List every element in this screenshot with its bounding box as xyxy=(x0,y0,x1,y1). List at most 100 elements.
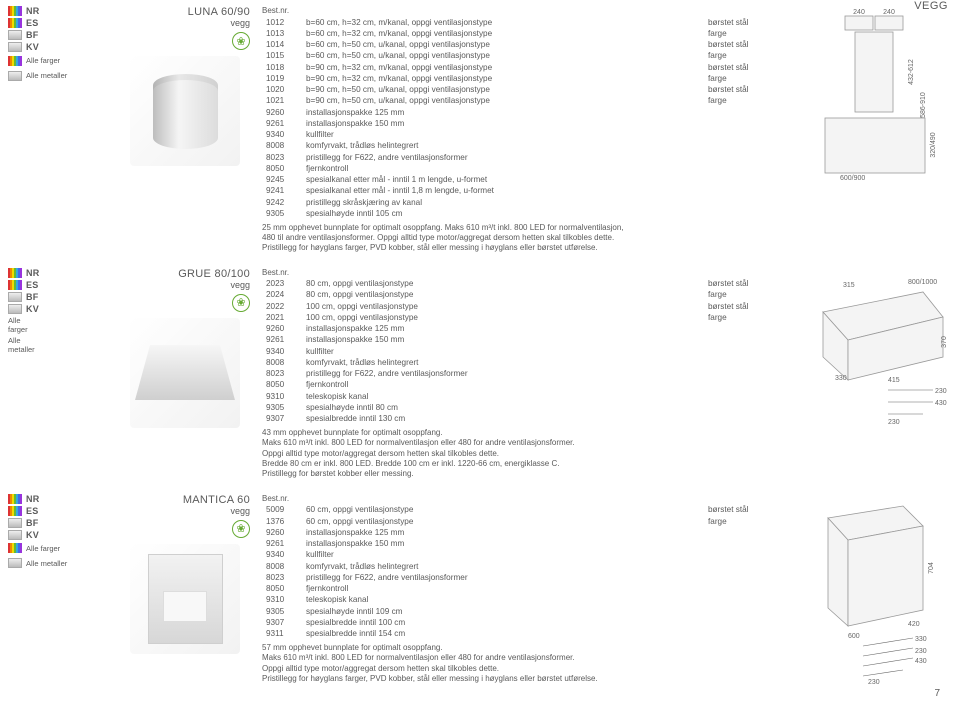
spec-row: 9260 installasjonspakke 125 mm xyxy=(262,324,784,335)
spec-row: 5009 60 cm, oppgi ventilasjonstype børst… xyxy=(262,505,784,516)
spec-code: 9261 xyxy=(262,335,302,346)
product-image-wrap xyxy=(130,56,240,166)
option-line: NR xyxy=(8,494,120,504)
spec-desc: fjernkontroll xyxy=(302,584,704,595)
svg-text:432-612: 432-612 xyxy=(908,59,915,85)
spec-finish xyxy=(704,391,784,402)
spec-desc: b=90 cm, h=50 cm, u/kanal, oppgi ventila… xyxy=(302,85,704,96)
spec-notes: 43 mm opphevet bunnplate for optimalt os… xyxy=(262,428,784,480)
product-image xyxy=(148,554,223,644)
product-image xyxy=(135,345,235,400)
spec-finish xyxy=(704,186,784,197)
spec-code: 1021 xyxy=(262,96,302,107)
product-row: NR ES BF KVAlle fargerAlle metaller MANT… xyxy=(0,494,950,685)
spec-desc: b=60 cm, h=50 cm, u/kanal, oppgi ventila… xyxy=(302,51,704,62)
spec-note: Bredde 80 cm er inkl. 800 LED. Bredde 10… xyxy=(262,459,784,469)
spec-row: 8023 pristillegg for F622, andre ventila… xyxy=(262,152,784,163)
product-title: MANTICA 60 xyxy=(120,494,250,506)
spec-code: 9261 xyxy=(262,539,302,550)
spec-code: 9340 xyxy=(262,130,302,141)
spec-finish xyxy=(704,606,784,617)
dimension-diagram: 315 800/1000 370 330 415 230 430 230 xyxy=(793,272,948,432)
spec-row: 2022 100 cm, oppgi ventilasjonstype børs… xyxy=(262,301,784,312)
spec-row: 8008 komfyrvakt, trådløs helintegrert xyxy=(262,561,784,572)
option-code: KV xyxy=(26,42,39,52)
spec-desc: installasjonspakke 125 mm xyxy=(302,107,704,118)
spec-code: 8050 xyxy=(262,163,302,174)
spec-code: 9340 xyxy=(262,346,302,357)
spec-finish: farge xyxy=(704,51,784,62)
options-column: NR ES BF KVAlle fargerAlle metaller xyxy=(0,494,120,572)
spec-finish xyxy=(704,572,784,583)
spec-finish: børstet stål xyxy=(704,301,784,312)
spec-finish xyxy=(704,163,784,174)
spec-code: 9305 xyxy=(262,402,302,413)
option-line: BF xyxy=(8,30,120,40)
spec-row: 9261 installasjonspakke 150 mm xyxy=(262,335,784,346)
spec-finish xyxy=(704,414,784,425)
spec-finish xyxy=(704,402,784,413)
spec-finish: børstet stål xyxy=(704,505,784,516)
spec-notes: 25 mm opphevet bunnplate for optimalt os… xyxy=(262,223,784,254)
product-subtitle: vegg xyxy=(120,18,250,28)
option-line: BF xyxy=(8,292,120,302)
spec-desc: spesialkanal etter mål - inntil 1,8 m le… xyxy=(302,186,704,197)
spec-finish xyxy=(704,357,784,368)
spec-row: 9307 spesialbredde inntil 100 cm xyxy=(262,617,784,628)
spec-row: 9311 spesialbredde inntil 154 cm xyxy=(262,629,784,640)
spec-row: 1012 b=60 cm, h=32 cm, m/kanal, oppgi ve… xyxy=(262,17,784,28)
spec-row: 2023 80 cm, oppgi ventilasjonstype børst… xyxy=(262,279,784,290)
diagram-column: 704 420 600 330 230 430 230 xyxy=(790,494,950,683)
svg-text:320/490: 320/490 xyxy=(930,132,937,157)
svg-text:240: 240 xyxy=(853,9,865,16)
spec-desc: spesialbredde inntil 100 cm xyxy=(302,617,704,628)
option-swatch xyxy=(8,530,22,540)
spec-code: 8023 xyxy=(262,152,302,163)
colors-swatch xyxy=(8,56,22,66)
spec-finish xyxy=(704,335,784,346)
spec-finish: farge xyxy=(704,96,784,107)
spec-finish xyxy=(704,107,784,118)
svg-text:800/1000: 800/1000 xyxy=(908,279,937,286)
spec-code: 9242 xyxy=(262,197,302,208)
svg-text:230: 230 xyxy=(915,648,927,655)
spec-finish xyxy=(704,324,784,335)
spec-desc: pristillegg skråskjæring av kanal xyxy=(302,197,704,208)
spec-desc: komfyrvakt, trådløs helintegrert xyxy=(302,357,704,368)
option-swatch xyxy=(8,304,22,314)
spec-code: 8023 xyxy=(262,369,302,380)
spec-column: Best.nr. 2023 80 cm, oppgi ventilasjonst… xyxy=(250,268,790,480)
spec-finish xyxy=(704,527,784,538)
spec-row: 1376 60 cm, oppgi ventilasjonstype farge xyxy=(262,516,784,527)
product-row: NR ES BF KVAlle fargerAlle metaller GRUE… xyxy=(0,268,950,480)
product-image-wrap xyxy=(130,544,240,654)
spec-code: 9245 xyxy=(262,175,302,186)
spec-finish xyxy=(704,130,784,141)
metal-swatch xyxy=(8,71,22,81)
diagram-column: 315 800/1000 370 330 415 230 430 230 xyxy=(790,268,950,432)
svg-text:415: 415 xyxy=(888,377,900,384)
spec-row: 9310 teleskopisk kanal xyxy=(262,595,784,606)
product-title: LUNA 60/90 xyxy=(120,6,250,18)
option-code: BF xyxy=(26,518,39,528)
option-swatch xyxy=(8,518,22,528)
spec-finish: farge xyxy=(704,312,784,323)
option-line: BF xyxy=(8,518,120,528)
option-swatch xyxy=(8,292,22,302)
spec-desc: installasjonspakke 150 mm xyxy=(302,335,704,346)
diagram-column: 240 240 432-612 586-910 600/900 320/490 xyxy=(790,6,950,200)
spec-code: 1012 xyxy=(262,17,302,28)
spec-code: 2023 xyxy=(262,279,302,290)
spec-desc: kullfilter xyxy=(302,130,704,141)
spec-row: 1019 b=90 cm, h=32 cm, m/kanal, oppgi ve… xyxy=(262,73,784,84)
spec-code: 8023 xyxy=(262,572,302,583)
spec-code: 9310 xyxy=(262,595,302,606)
product-subtitle: vegg xyxy=(120,506,250,516)
spec-finish: farge xyxy=(704,73,784,84)
spec-code: 9260 xyxy=(262,107,302,118)
page-number: 7 xyxy=(0,688,950,699)
spec-code: 1015 xyxy=(262,51,302,62)
svg-text:230: 230 xyxy=(888,419,900,426)
option-code: NR xyxy=(26,268,40,278)
spec-finish: børstet stål xyxy=(704,62,784,73)
